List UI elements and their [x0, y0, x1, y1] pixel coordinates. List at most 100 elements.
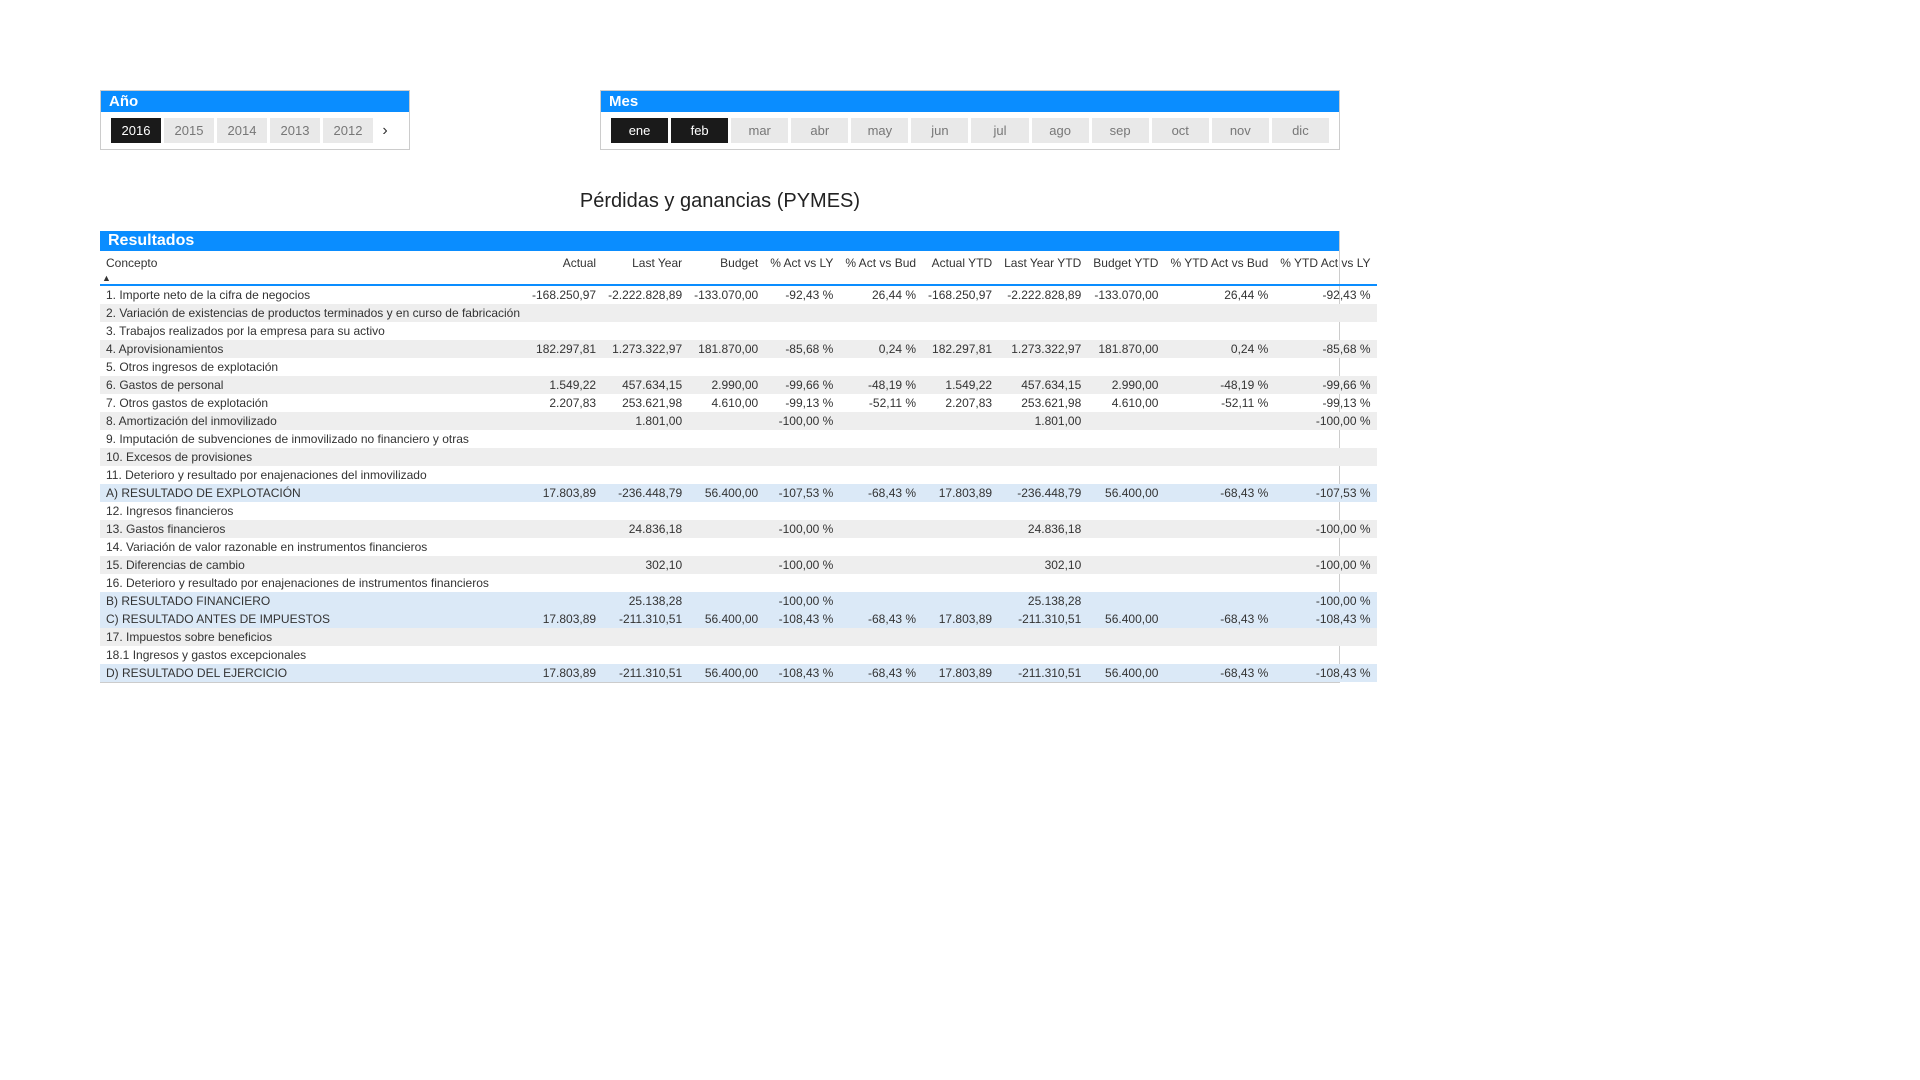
table-row[interactable]: 8. Amortización del inmovilizado1.801,00… — [100, 412, 1377, 430]
value-cell: -68,43 % — [839, 484, 922, 502]
column-header[interactable]: % YTD Act vs Bud — [1164, 251, 1274, 285]
table-body: 1. Importe neto de la cifra de negocios-… — [100, 285, 1377, 682]
month-option[interactable]: nov — [1212, 118, 1269, 143]
year-option[interactable]: 2013 — [270, 118, 320, 143]
value-cell — [1164, 448, 1274, 466]
table-row[interactable]: 11. Deterioro y resultado por enajenacio… — [100, 466, 1377, 484]
value-cell: -100,00 % — [764, 412, 839, 430]
table-row[interactable]: 13. Gastos financieros24.836,18-100,00 %… — [100, 520, 1377, 538]
value-cell — [998, 304, 1087, 322]
column-header[interactable]: Budget — [688, 251, 764, 285]
value-cell: -211.310,51 — [602, 610, 688, 628]
column-header[interactable]: Last Year — [602, 251, 688, 285]
value-cell: 457.634,15 — [602, 376, 688, 394]
table-row[interactable]: 15. Diferencias de cambio302,10-100,00 %… — [100, 556, 1377, 574]
month-option[interactable]: jun — [911, 118, 968, 143]
value-cell — [526, 556, 602, 574]
concept-cell: C) RESULTADO ANTES DE IMPUESTOS — [100, 610, 526, 628]
table-row[interactable]: 9. Imputación de subvenciones de inmovil… — [100, 430, 1377, 448]
table-row[interactable]: 12. Ingresos financieros — [100, 502, 1377, 520]
column-header[interactable]: % Act vs Bud — [839, 251, 922, 285]
column-header[interactable]: Concepto▲ — [100, 251, 526, 285]
value-cell — [839, 538, 922, 556]
value-cell: -68,43 % — [1164, 610, 1274, 628]
value-cell: -2.222.828,89 — [998, 285, 1087, 304]
value-cell: 56.400,00 — [688, 610, 764, 628]
table-row[interactable]: 18.1 Ingresos y gastos excepcionales — [100, 646, 1377, 664]
table-row[interactable]: 14. Variación de valor razonable en inst… — [100, 538, 1377, 556]
concept-cell: 6. Gastos de personal — [100, 376, 526, 394]
concept-cell: 3. Trabajos realizados por la empresa pa… — [100, 322, 526, 340]
month-option[interactable]: sep — [1092, 118, 1149, 143]
column-header[interactable]: Budget YTD — [1087, 251, 1164, 285]
column-header[interactable]: Actual YTD — [922, 251, 998, 285]
table-row[interactable]: 10. Excesos de provisiones — [100, 448, 1377, 466]
table-row[interactable]: 3. Trabajos realizados por la empresa pa… — [100, 322, 1377, 340]
value-cell: 182.297,81 — [526, 340, 602, 358]
value-cell — [839, 412, 922, 430]
month-option[interactable]: ago — [1032, 118, 1089, 143]
table-row[interactable]: 2. Variación de existencias de productos… — [100, 304, 1377, 322]
value-cell — [998, 466, 1087, 484]
value-cell: 181.870,00 — [1087, 340, 1164, 358]
value-cell: 4.610,00 — [688, 394, 764, 412]
table-row[interactable]: 17. Impuestos sobre beneficios — [100, 628, 1377, 646]
month-option[interactable]: feb — [671, 118, 728, 143]
table-row[interactable]: 1. Importe neto de la cifra de negocios-… — [100, 285, 1377, 304]
table-row[interactable]: 7. Otros gastos de explotación2.207,8325… — [100, 394, 1377, 412]
column-header[interactable]: Actual — [526, 251, 602, 285]
value-cell — [602, 646, 688, 664]
table-row[interactable]: 16. Deterioro y resultado por enajenacio… — [100, 574, 1377, 592]
value-cell: -2.222.828,89 — [602, 285, 688, 304]
table-row[interactable]: 6. Gastos de personal1.549,22457.634,152… — [100, 376, 1377, 394]
value-cell — [526, 628, 602, 646]
value-cell: -100,00 % — [764, 520, 839, 538]
value-cell — [839, 592, 922, 610]
value-cell — [602, 304, 688, 322]
value-cell: 2.990,00 — [1087, 376, 1164, 394]
month-option[interactable]: jul — [971, 118, 1028, 143]
value-cell — [688, 628, 764, 646]
table-row[interactable]: A) RESULTADO DE EXPLOTACIÓN17.803,89-236… — [100, 484, 1377, 502]
results-table-box: Resultados Concepto▲ActualLast YearBudge… — [100, 231, 1340, 683]
value-cell — [922, 556, 998, 574]
month-option[interactable]: mar — [731, 118, 788, 143]
value-cell — [526, 574, 602, 592]
column-header[interactable]: % Act vs LY — [764, 251, 839, 285]
value-cell: 182.297,81 — [922, 340, 998, 358]
value-cell: -52,11 % — [839, 394, 922, 412]
table-row[interactable]: C) RESULTADO ANTES DE IMPUESTOS17.803,89… — [100, 610, 1377, 628]
table-row[interactable]: D) RESULTADO DEL EJERCICIO17.803,89-211.… — [100, 664, 1377, 682]
column-header[interactable]: % YTD Act vs LY — [1274, 251, 1376, 285]
chevron-right-icon[interactable]: › — [376, 119, 394, 143]
value-cell: 253.621,98 — [998, 394, 1087, 412]
month-option[interactable]: may — [851, 118, 908, 143]
month-option[interactable]: ene — [611, 118, 668, 143]
value-cell: 24.836,18 — [998, 520, 1087, 538]
column-header[interactable]: Last Year YTD — [998, 251, 1087, 285]
concept-cell: B) RESULTADO FINANCIERO — [100, 592, 526, 610]
value-cell — [1164, 538, 1274, 556]
filters-row: Año 20162015201420132012› Mes enefebmara… — [100, 90, 1340, 150]
value-cell: 17.803,89 — [922, 664, 998, 682]
month-option[interactable]: oct — [1152, 118, 1209, 143]
month-option[interactable]: dic — [1272, 118, 1329, 143]
value-cell — [839, 430, 922, 448]
year-option[interactable]: 2015 — [164, 118, 214, 143]
table-row[interactable]: B) RESULTADO FINANCIERO25.138,28-100,00 … — [100, 592, 1377, 610]
year-option[interactable]: 2016 — [111, 118, 161, 143]
table-row[interactable]: 4. Aprovisionamientos182.297,811.273.322… — [100, 340, 1377, 358]
value-cell: -211.310,51 — [602, 664, 688, 682]
value-cell — [526, 466, 602, 484]
value-cell — [922, 322, 998, 340]
table-row[interactable]: 5. Otros ingresos de explotación — [100, 358, 1377, 376]
month-option[interactable]: abr — [791, 118, 848, 143]
value-cell — [688, 430, 764, 448]
value-cell: -99,66 % — [1274, 376, 1376, 394]
value-cell: 1.273.322,97 — [998, 340, 1087, 358]
year-option[interactable]: 2014 — [217, 118, 267, 143]
year-option[interactable]: 2012 — [323, 118, 373, 143]
value-cell: -108,43 % — [1274, 610, 1376, 628]
value-cell — [602, 358, 688, 376]
value-cell — [526, 646, 602, 664]
